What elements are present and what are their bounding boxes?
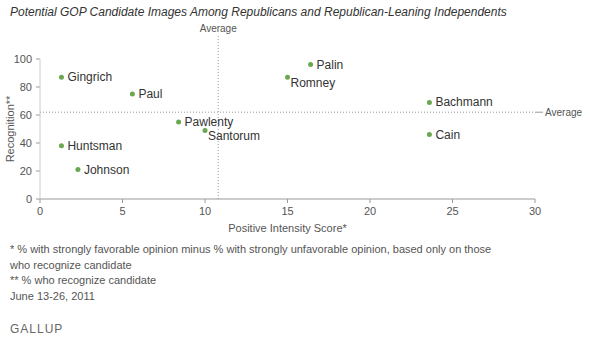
point-label: Bachmann [435, 95, 492, 109]
y-tick [36, 199, 40, 200]
x-tick-label: 30 [529, 205, 541, 217]
chart: Potential GOP Candidate Images Among Rep… [0, 0, 590, 347]
x-tick-label: 15 [281, 205, 293, 217]
point [176, 120, 181, 125]
x-tick [452, 199, 453, 203]
average-dash [535, 112, 543, 113]
x-tick [535, 199, 536, 203]
point-label: Paul [138, 87, 162, 101]
x-tick [40, 199, 41, 203]
point [427, 132, 432, 137]
point-label: Gingrich [67, 70, 112, 84]
point [75, 167, 80, 172]
y-tick [36, 115, 40, 116]
x-tick-label: 20 [364, 205, 376, 217]
x-axis [40, 199, 535, 200]
y-axis-label: Recognition** [4, 95, 16, 162]
y-tick-label: 60 [20, 109, 32, 121]
x-tick-label: 0 [37, 205, 43, 217]
x-tick-label: 5 [119, 205, 125, 217]
point [59, 143, 64, 148]
y-tick-label: 20 [20, 165, 32, 177]
point-label: Palin [317, 58, 344, 72]
point-label: Cain [435, 128, 460, 142]
x-tick [370, 199, 371, 203]
x-tick-label: 10 [199, 205, 211, 217]
y-tick-label: 0 [26, 193, 32, 205]
point-label: Huntsman [67, 139, 122, 153]
point-label: Santorum [208, 129, 260, 143]
y-tick-label: 100 [14, 53, 32, 65]
note: who recognize candidate [9, 259, 132, 271]
note: ** % who recognize candidate [10, 274, 156, 286]
y-tick-label: 40 [20, 137, 32, 149]
point-label: Romney [291, 76, 336, 90]
point-label: Johnson [84, 163, 129, 177]
point [130, 92, 135, 97]
note: * % with strongly favorable opinion minu… [10, 243, 491, 255]
note: June 13-26, 2011 [10, 290, 95, 302]
source: GALLUP [10, 322, 63, 336]
average-y-line [40, 112, 535, 113]
x-axis-label: Positive Intensity Score* [228, 222, 347, 234]
y-tick-label: 80 [20, 81, 32, 93]
x-tick-label: 25 [446, 205, 458, 217]
y-tick [36, 143, 40, 144]
y-tick [36, 59, 40, 60]
y-axis [40, 59, 41, 199]
y-tick [36, 87, 40, 88]
x-tick [205, 199, 206, 203]
point-label: Pawlenty [185, 115, 234, 129]
x-tick [287, 199, 288, 203]
title: Potential GOP Candidate Images Among Rep… [10, 5, 507, 19]
points [59, 62, 432, 172]
point [427, 100, 432, 105]
point [308, 62, 313, 67]
point [59, 75, 64, 80]
average-label: Average [200, 23, 238, 34]
average-label: Average [545, 107, 583, 118]
point [285, 75, 290, 80]
y-tick [36, 171, 40, 172]
x-tick [122, 199, 123, 203]
